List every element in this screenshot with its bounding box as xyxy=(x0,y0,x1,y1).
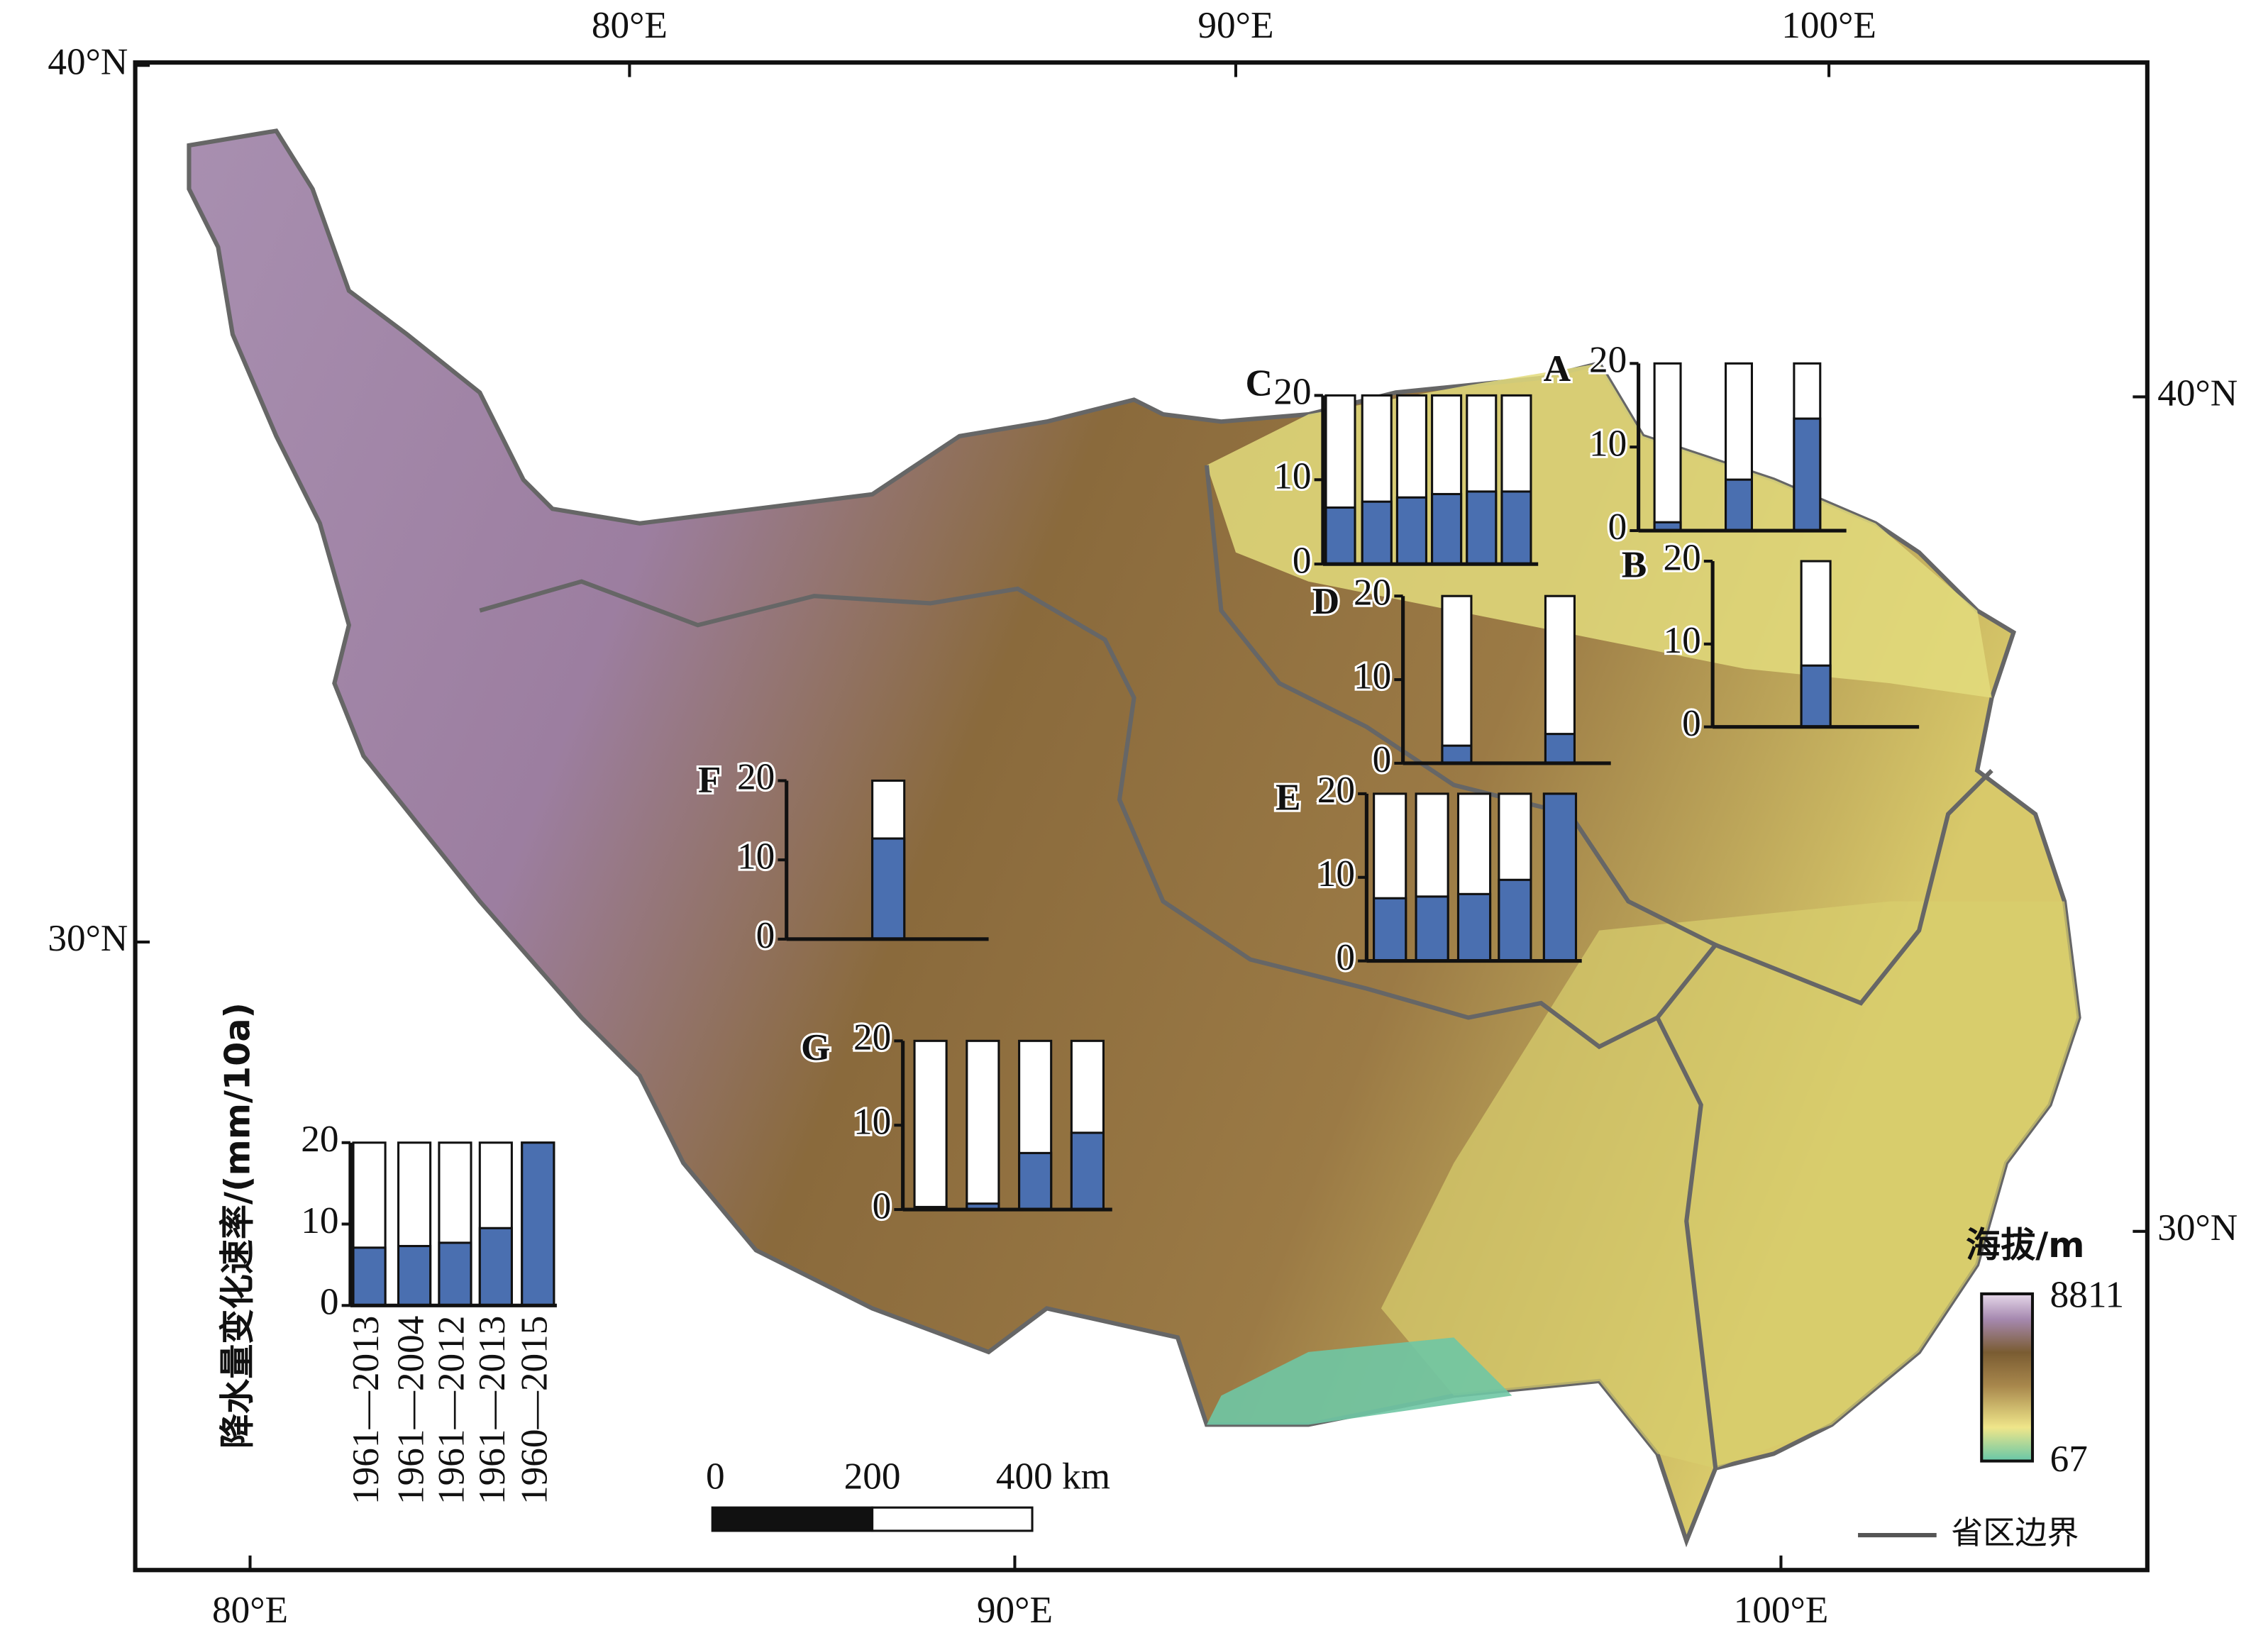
bar-frame xyxy=(913,1039,948,1211)
longitude-label: 90°E xyxy=(1197,4,1273,46)
longitude-label: 80°E xyxy=(592,4,668,46)
bar xyxy=(1800,664,1832,729)
bar xyxy=(1018,1151,1053,1211)
scale-bar-white xyxy=(871,1506,1034,1532)
x-tick-label: 1960—2015 xyxy=(514,1316,555,1505)
south-lowland xyxy=(1206,1337,1512,1425)
y-tick-label: 10 xyxy=(737,835,775,877)
province-boundaries xyxy=(479,465,1993,1469)
bar-frame xyxy=(966,1039,1000,1211)
latitude-label: 40°N xyxy=(48,40,128,82)
bar xyxy=(1498,878,1532,963)
bar xyxy=(478,1227,513,1307)
elevation-colorbar xyxy=(1980,1292,2035,1463)
province-boundary xyxy=(1655,1017,1718,1469)
bar xyxy=(1361,500,1393,565)
southeast-lowland xyxy=(1381,901,2079,1468)
y-tick-label: 20 xyxy=(853,1017,891,1058)
inset-label: F xyxy=(698,759,721,801)
bar xyxy=(1725,478,1753,532)
latitude-label: 40°N xyxy=(2157,372,2237,414)
x-tick-label: 1961—2013 xyxy=(345,1316,387,1505)
bar xyxy=(1070,1131,1105,1211)
y-tick-label: 20 xyxy=(1354,571,1391,613)
bar xyxy=(352,1246,387,1307)
bar xyxy=(871,837,906,941)
y-tick-label: 10 xyxy=(1663,619,1700,661)
bar xyxy=(1373,897,1407,963)
y-tick-label: 20 xyxy=(1589,339,1627,381)
longitude-label: 90°E xyxy=(977,1589,1053,1631)
x-tick-label: 1961—2013 xyxy=(471,1316,513,1505)
y-tick-label: 0 xyxy=(756,914,775,956)
scale-label: 200 xyxy=(844,1455,901,1497)
y-tick-label: 0 xyxy=(1608,506,1627,548)
bar xyxy=(1793,417,1822,532)
bar xyxy=(438,1241,472,1307)
scale-bar-black xyxy=(711,1506,874,1532)
latitude-label: 30°N xyxy=(2157,1207,2237,1249)
bar-frame xyxy=(1441,594,1473,765)
inset-label: E xyxy=(1276,776,1301,818)
elevation-max: 8811 xyxy=(2050,1273,2125,1315)
longitude-label: 80°E xyxy=(212,1589,288,1631)
longitude-label: 100°E xyxy=(1734,1589,1829,1631)
y-tick-label: 0 xyxy=(320,1281,339,1323)
bar xyxy=(1395,496,1427,565)
inset-label: B xyxy=(1622,544,1647,586)
y-tick-label: 0 xyxy=(1373,738,1392,780)
elevation-min: 67 xyxy=(2050,1438,2088,1480)
legend-title: 海拔/m xyxy=(1966,1224,2085,1266)
bar xyxy=(1500,490,1532,565)
y-tick-label: 20 xyxy=(1663,536,1700,578)
x-tick-label: 1961—2004 xyxy=(389,1316,431,1505)
inset-label: G xyxy=(801,1026,830,1068)
bar xyxy=(1544,733,1576,765)
bar xyxy=(521,1141,555,1307)
y-tick-label: 10 xyxy=(1354,655,1391,697)
scale-label: 0 xyxy=(706,1455,725,1497)
inset-label: C xyxy=(1246,362,1273,404)
x-tick-label: 1961—2012 xyxy=(431,1316,472,1505)
latitude-label: 30°N xyxy=(48,917,128,959)
bar xyxy=(1324,506,1356,565)
y-tick-label: 0 xyxy=(1336,936,1355,978)
bar xyxy=(1431,492,1463,565)
y-tick-label: 0 xyxy=(1293,539,1312,581)
y-tick-label: 10 xyxy=(853,1100,891,1142)
inset-label: A xyxy=(1544,348,1571,389)
y-tick-label: 20 xyxy=(737,756,775,798)
scale-label: 400 km xyxy=(996,1455,1110,1497)
boundary-label: 省区边界 xyxy=(1951,1514,2079,1551)
bar xyxy=(1415,895,1449,963)
bar xyxy=(1542,792,1578,963)
inset-label: D xyxy=(1312,580,1339,622)
bar xyxy=(397,1244,432,1307)
y-tick-label: 10 xyxy=(1589,422,1627,464)
y-tick-label: 20 xyxy=(301,1118,338,1160)
y-tick-label: 10 xyxy=(1273,455,1311,497)
province-boundary xyxy=(1715,768,1993,1006)
y-axis-label: 降水量变化速率/(mm/10a) xyxy=(217,1002,258,1449)
bar xyxy=(1441,744,1473,765)
y-tick-label: 0 xyxy=(1682,702,1701,744)
province-boundary xyxy=(479,465,1720,1050)
y-tick-label: 0 xyxy=(873,1185,892,1227)
bar xyxy=(1456,892,1492,963)
y-tick-label: 20 xyxy=(1273,371,1311,413)
y-tick-label: 10 xyxy=(301,1200,338,1241)
bar xyxy=(1466,490,1498,565)
longitude-label: 100°E xyxy=(1781,4,1876,46)
bar-frame xyxy=(1653,362,1682,532)
y-tick-label: 20 xyxy=(1317,769,1355,811)
y-tick-label: 10 xyxy=(1317,853,1355,895)
